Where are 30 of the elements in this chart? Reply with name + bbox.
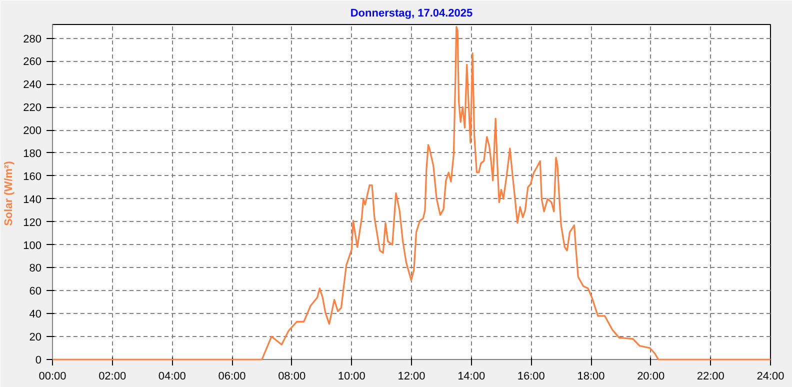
y-tick-label: 260 (23, 56, 42, 68)
y-tick-label: 100 (23, 240, 42, 252)
x-tick-label: 02:00 (98, 370, 126, 382)
x-tick-label: 18:00 (577, 370, 605, 382)
x-tick-label: 04:00 (158, 370, 186, 382)
y-tick-label: 280 (23, 33, 42, 46)
x-tick-label: 20:00 (637, 370, 665, 382)
y-tick-label: 220 (23, 102, 42, 114)
y-tick-label: 160 (23, 170, 42, 183)
x-tick-label: 16:00 (517, 370, 545, 382)
x-tick-label: 06:00 (218, 370, 246, 382)
chart-title: Donnerstag, 17.04.2025 (350, 8, 473, 20)
y-tick-label: 180 (23, 148, 42, 160)
y-tick-label: 20 (29, 332, 42, 344)
y-tick-label: 80 (29, 262, 42, 275)
x-tick-label: 12:00 (398, 370, 426, 382)
x-tick-label: 22:00 (696, 370, 724, 382)
y-tick-label: 0 (35, 354, 42, 366)
y-tick-label: 240 (23, 79, 42, 92)
y-tick-label: 60 (29, 286, 42, 298)
y-axis-title: Solar (W/m²) (3, 160, 16, 226)
y-tick-label: 120 (23, 216, 42, 229)
y-tick-label: 140 (23, 194, 42, 206)
x-tick-label: 10:00 (338, 370, 366, 382)
x-tick-label: 24:00 (756, 370, 784, 382)
x-tick-label: 14:00 (458, 370, 486, 382)
x-tick-label: 00:00 (38, 370, 66, 382)
y-tick-label: 40 (29, 308, 42, 321)
y-tick-label: 200 (23, 125, 42, 138)
x-tick-label: 08:00 (278, 370, 306, 382)
